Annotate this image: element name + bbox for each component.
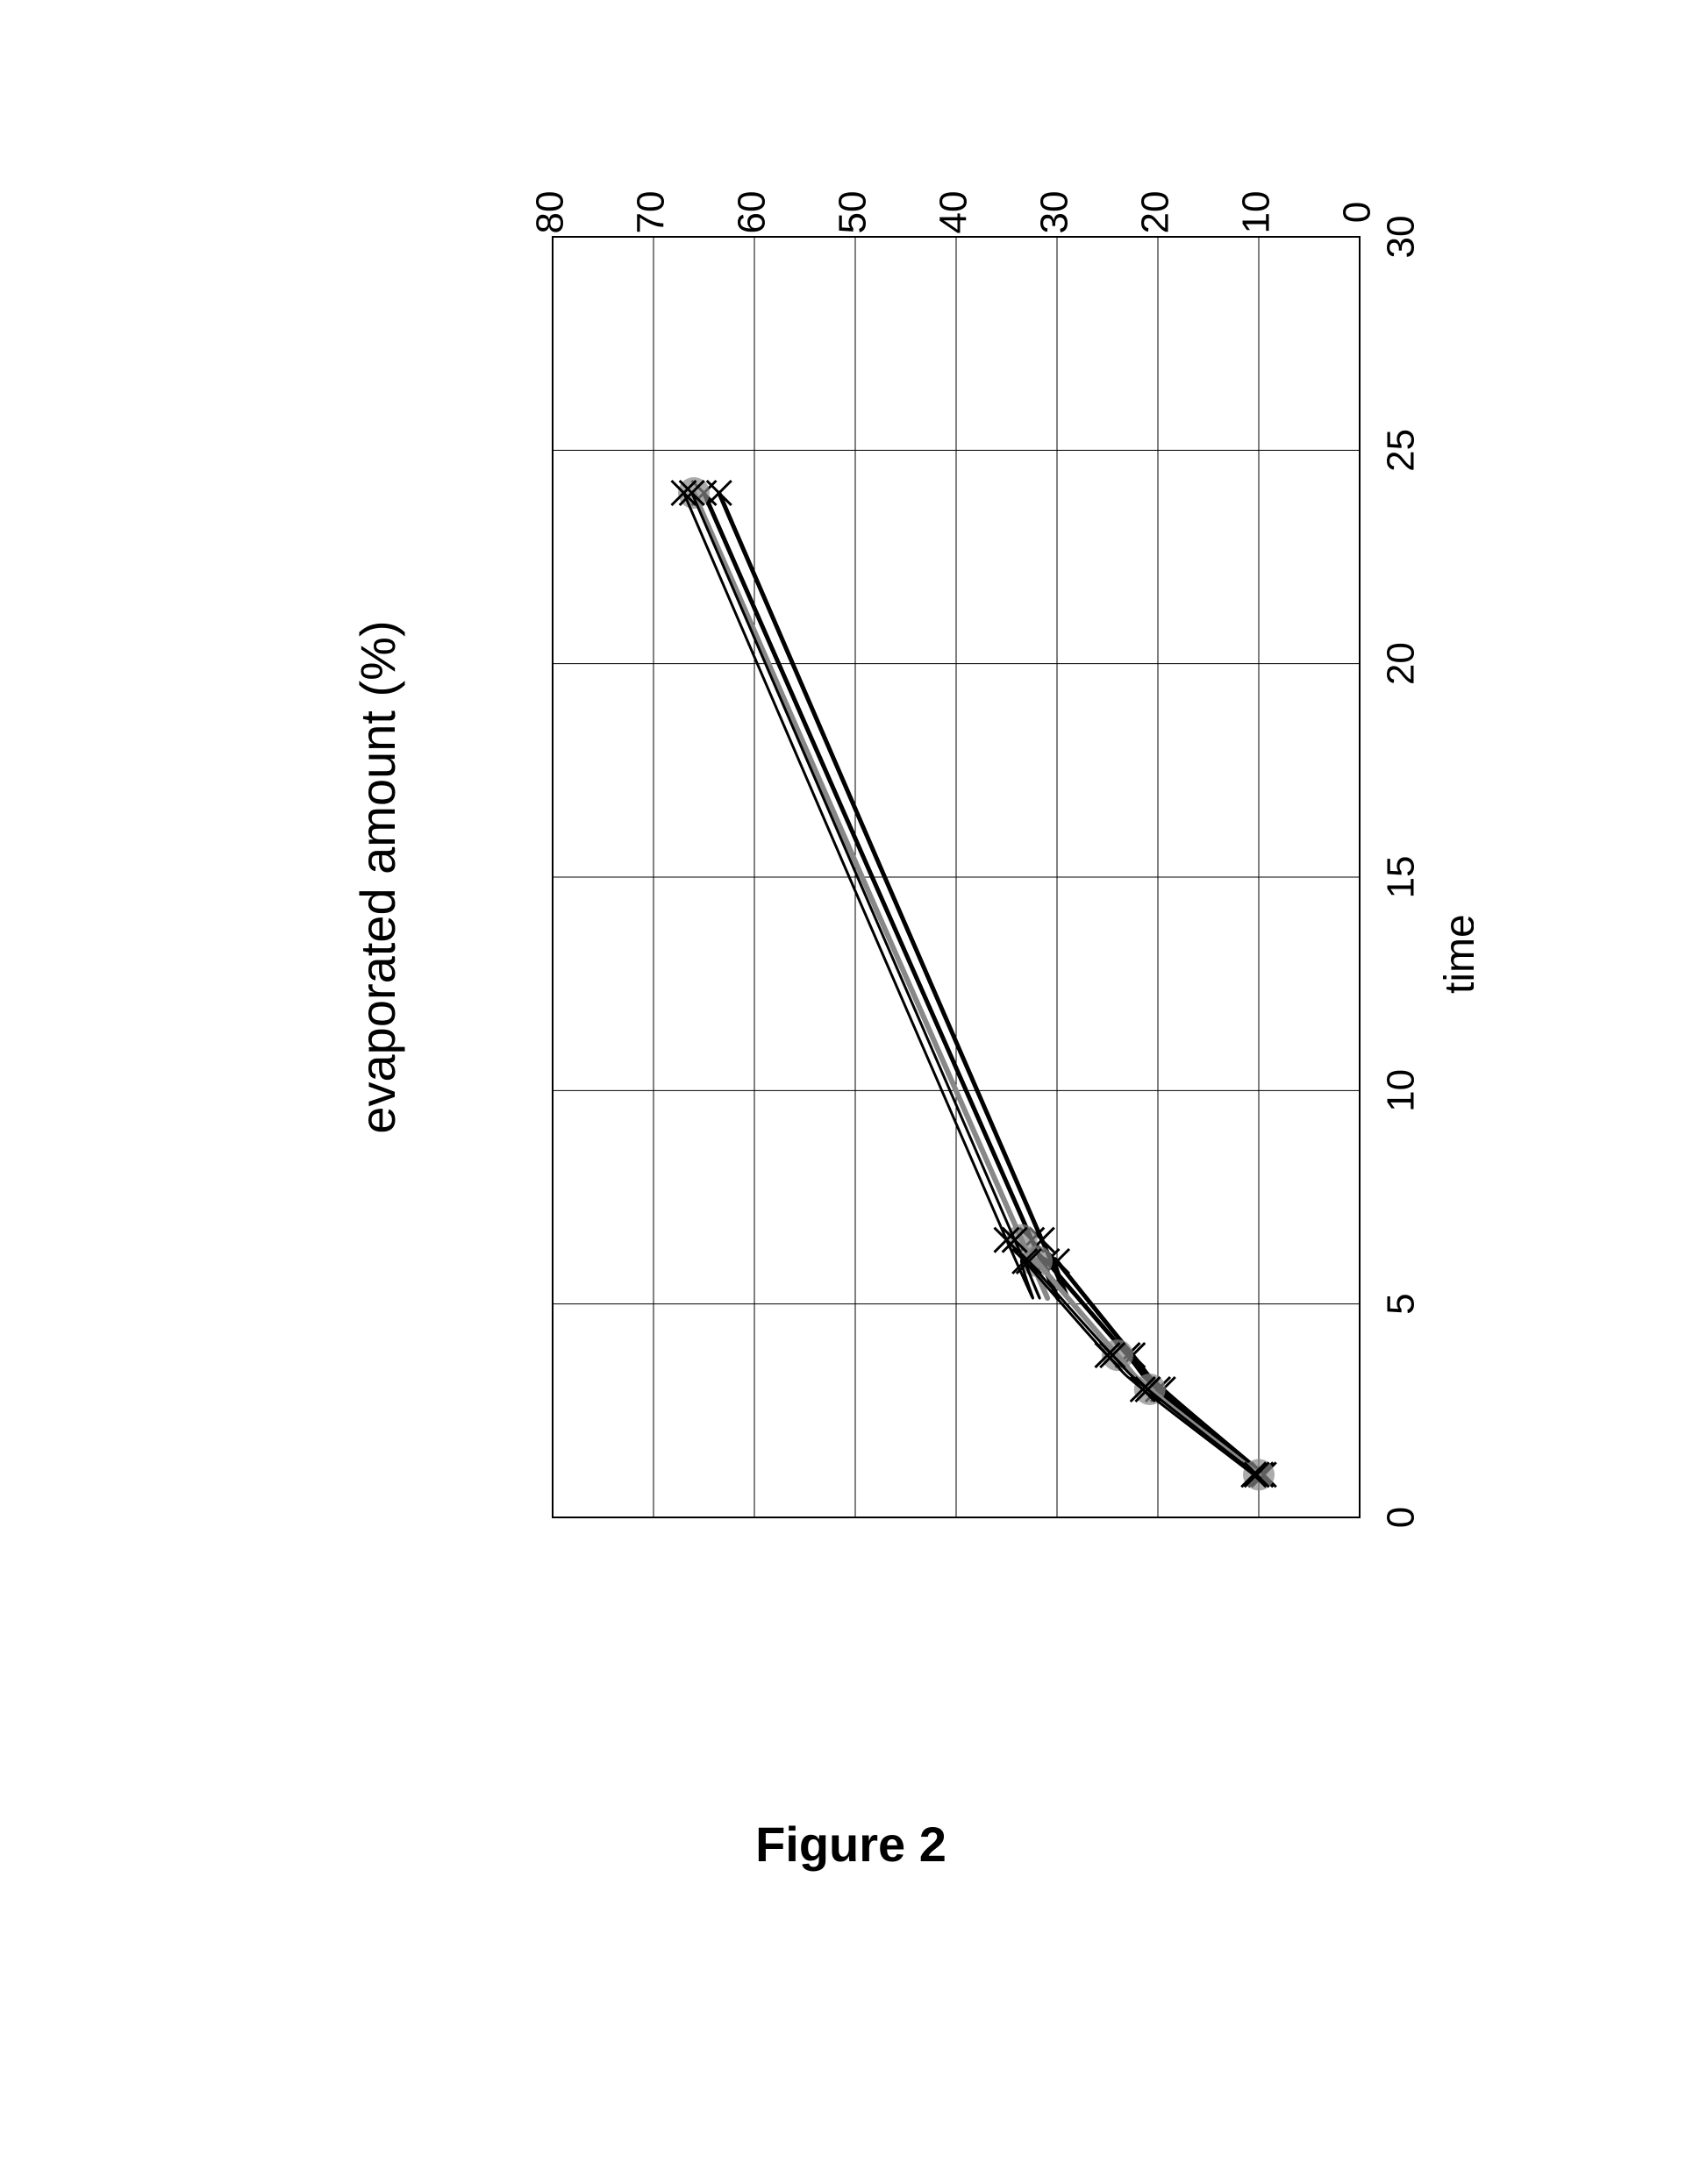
- svg-text:25: 25: [1380, 429, 1423, 472]
- chart-container: 01020304050607080051015202530time(hours)…: [228, 132, 1474, 1728]
- page-container: 01020304050607080051015202530time(hours)…: [228, 132, 1474, 1973]
- svg-text:0: 0: [1380, 1507, 1423, 1528]
- svg-text:30: 30: [1033, 191, 1076, 234]
- svg-text:0: 0: [1336, 202, 1379, 223]
- svg-text:time: time: [1437, 914, 1474, 994]
- figure-caption: Figure 2: [228, 1816, 1474, 1873]
- svg-text:10: 10: [1380, 1069, 1423, 1112]
- svg-text:20: 20: [1380, 642, 1423, 685]
- svg-text:5: 5: [1380, 1293, 1423, 1314]
- svg-text:40: 40: [932, 191, 975, 234]
- svg-text:60: 60: [731, 191, 774, 234]
- svg-text:70: 70: [630, 191, 673, 234]
- svg-text:30: 30: [1380, 216, 1423, 259]
- svg-text:20: 20: [1134, 191, 1177, 234]
- svg-text:50: 50: [832, 191, 875, 234]
- svg-text:10: 10: [1235, 191, 1278, 234]
- evaporation-chart: 01020304050607080051015202530time(hours)…: [228, 132, 1474, 1728]
- svg-text:80: 80: [529, 191, 572, 234]
- svg-text:15: 15: [1380, 856, 1423, 899]
- svg-text:evaporated amount (%): evaporated amount (%): [350, 620, 405, 1133]
